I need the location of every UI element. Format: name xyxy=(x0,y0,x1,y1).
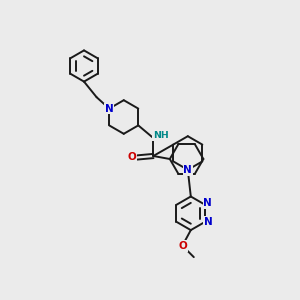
Text: N: N xyxy=(105,103,114,114)
Text: NH: NH xyxy=(153,131,169,140)
Text: O: O xyxy=(127,152,136,163)
Text: N: N xyxy=(203,198,212,208)
Text: N: N xyxy=(183,165,192,175)
Text: O: O xyxy=(178,241,187,251)
Text: N: N xyxy=(204,217,213,227)
